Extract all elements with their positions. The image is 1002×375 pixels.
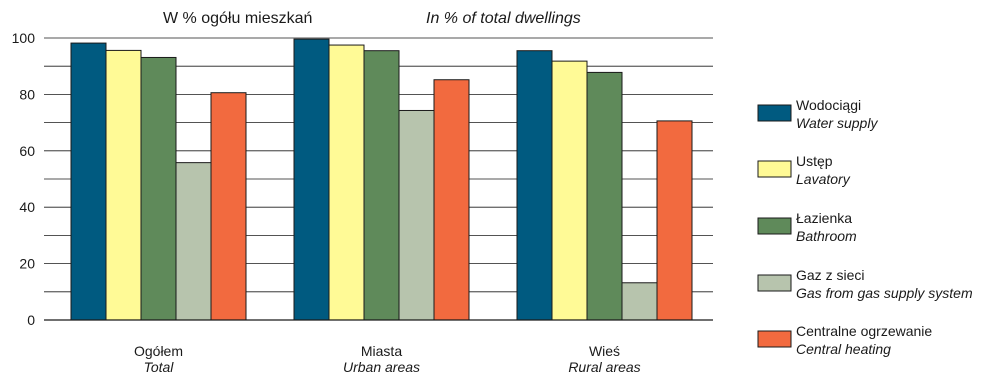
y-tick-label: 20: [19, 256, 35, 272]
legend-swatch: [757, 160, 792, 178]
category-label: Miasta: [361, 343, 402, 359]
category-label: Wieś: [589, 343, 620, 359]
bars: [70, 38, 693, 321]
category-label-en: Rural areas: [568, 359, 640, 375]
y-axis-ticks: 0 20 40 60 80 100: [12, 30, 36, 328]
chart-title: W % ogółu mieszkań: [163, 10, 312, 27]
bar-2-3: [363, 50, 400, 321]
y-tick-label: 60: [19, 143, 35, 159]
legend-swatch: [757, 217, 792, 235]
bar-3-5: [656, 120, 693, 321]
category-label: Ogółem: [134, 343, 183, 359]
chart-subtitle: In % of total dwellings: [426, 10, 581, 27]
legend-label: Gaz z sieci: [796, 267, 864, 283]
bar-1-4: [175, 162, 212, 321]
category-label-en: Total: [144, 359, 175, 375]
bar-3-1: [516, 50, 553, 321]
y-tick-label: 100: [12, 30, 36, 46]
bar-2-4: [398, 109, 435, 321]
legend-label-en: Central heating: [796, 341, 891, 357]
legend-label: Wodociągi: [796, 97, 861, 113]
bar-3-2: [551, 60, 588, 321]
legend-label-en: Water supply: [796, 115, 878, 131]
y-tick-label: 40: [19, 199, 35, 215]
bar-2-1: [293, 38, 330, 321]
bar-3-3: [586, 71, 623, 321]
legend-swatch: [757, 104, 792, 122]
bar-1-2: [105, 49, 142, 321]
bar-1-5: [210, 92, 247, 321]
legend-label-en: Lavatory: [796, 171, 851, 187]
legend-swatch: [757, 330, 792, 348]
legend-label-en: Gas from gas supply system: [796, 285, 973, 301]
legend-label: Centralne ogrzewanie: [796, 323, 932, 339]
bar-2-5: [433, 79, 470, 321]
legend: Wodociągi Water supply Ustęp Lavatory Łazien…: [757, 97, 973, 357]
y-tick-label: 0: [27, 312, 35, 328]
legend-swatch: [757, 274, 792, 292]
category-label-en: Urban areas: [343, 359, 420, 375]
legend-label: Ustęp: [796, 153, 833, 169]
bar-3-4: [621, 282, 658, 321]
legend-label: Łazienka: [796, 210, 852, 226]
legend-label-en: Bathroom: [796, 228, 857, 244]
bar-2-2: [328, 44, 365, 321]
y-tick-label: 80: [19, 86, 35, 102]
bar-1-3: [140, 56, 177, 321]
bar-1-1: [70, 42, 107, 321]
